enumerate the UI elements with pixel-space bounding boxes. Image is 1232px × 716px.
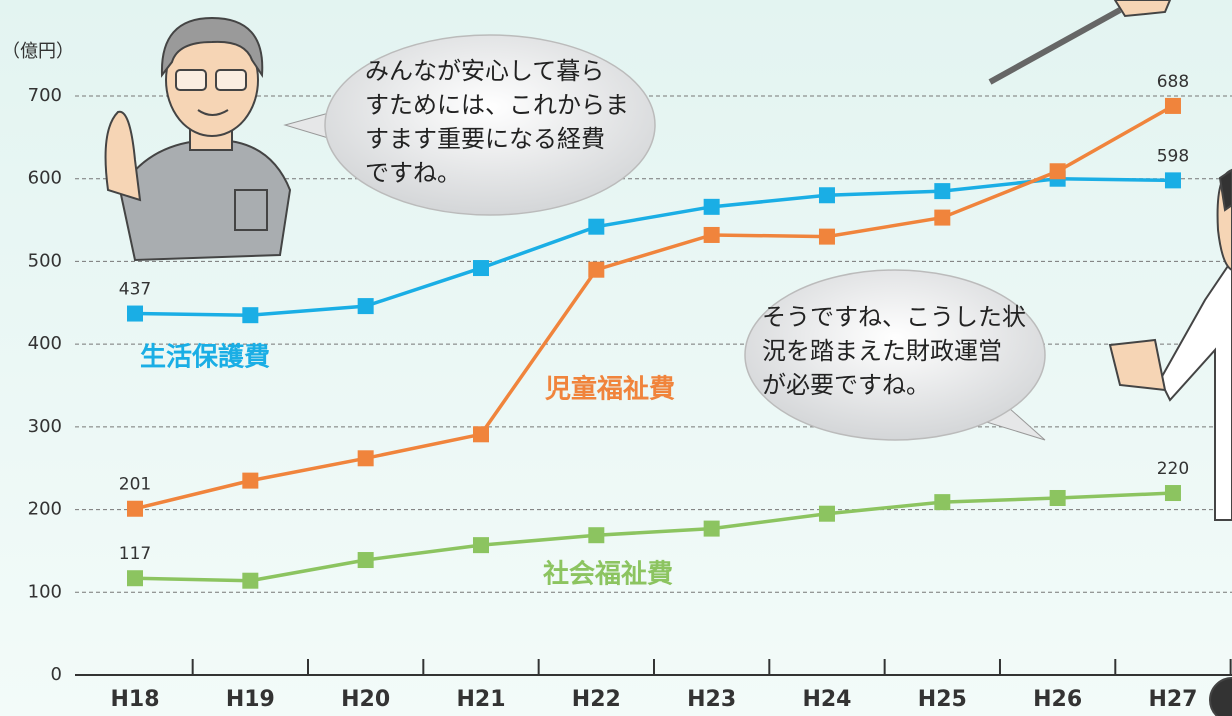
bubble-text: すます重要になる経費: [365, 125, 605, 153]
y-tick-label: 200: [28, 499, 62, 520]
marker: [1165, 172, 1181, 188]
marker: [588, 262, 604, 278]
bubble-text: が必要ですね。: [762, 371, 930, 399]
marker: [473, 537, 489, 553]
y-tick-label: 700: [28, 85, 62, 106]
marker: [1050, 490, 1066, 506]
x-tick-label: H21: [456, 687, 505, 712]
x-tick-label: H22: [572, 687, 621, 712]
y-tick-label: 300: [28, 416, 62, 437]
bubble-text: すためには、これからま: [365, 91, 629, 119]
data-label: 220: [1157, 459, 1189, 479]
bubble-text: 況を踏まえた財政運営: [762, 337, 1002, 365]
marker: [819, 187, 835, 203]
x-tick-label: H23: [687, 687, 736, 712]
y-tick-label: 600: [28, 168, 62, 189]
data-label: 437: [119, 280, 151, 300]
bubble-text: そうですね、こうした状: [762, 303, 1026, 331]
marker: [934, 210, 950, 226]
series-label: 児童福祉費: [545, 374, 675, 405]
x-tick-label: H27: [1148, 687, 1197, 712]
y-tick-label: 100: [28, 581, 62, 602]
y-axis-label: （億円）: [2, 41, 74, 62]
y-tick-label: 0: [51, 664, 62, 685]
marker: [242, 473, 258, 489]
marker: [704, 521, 720, 537]
x-tick-label: H20: [341, 687, 390, 712]
marker: [704, 227, 720, 243]
marker: [127, 570, 143, 586]
marker: [588, 527, 604, 543]
x-tick-label: H18: [110, 687, 159, 712]
series-label: 社会福祉費: [543, 559, 673, 590]
marker: [1165, 98, 1181, 114]
marker: [242, 307, 258, 323]
bubble-text: ですね。: [365, 159, 461, 187]
marker: [819, 506, 835, 522]
chart: 0 100 200 300 400 500 600 700 H18 H19 H20 H21 H22 H23…: [0, 0, 1232, 716]
series-label: 生活保護費: [140, 342, 270, 373]
marker: [819, 229, 835, 245]
marker: [934, 494, 950, 510]
x-tick-label: H19: [226, 687, 275, 712]
marker: [473, 426, 489, 442]
marker: [588, 219, 604, 235]
marker: [358, 552, 374, 568]
x-tick-label: H26: [1033, 687, 1082, 712]
marker: [473, 260, 489, 276]
marker: [242, 573, 258, 589]
marker: [934, 183, 950, 199]
bubble-text: みんなが安心して暮ら: [365, 57, 604, 85]
x-tick-label: H24: [802, 687, 851, 712]
data-label: 688: [1157, 72, 1189, 92]
data-label: 201: [119, 475, 151, 495]
marker: [1165, 485, 1181, 501]
x-tick-label: H25: [918, 687, 967, 712]
y-tick-label: 500: [28, 250, 62, 271]
data-label: 598: [1157, 146, 1189, 166]
marker: [358, 298, 374, 314]
marker: [1050, 163, 1066, 179]
data-label: 117: [119, 544, 151, 564]
y-tick-label: 400: [28, 333, 62, 354]
marker: [127, 501, 143, 517]
marker: [704, 199, 720, 215]
marker: [358, 450, 374, 466]
marker: [127, 306, 143, 322]
